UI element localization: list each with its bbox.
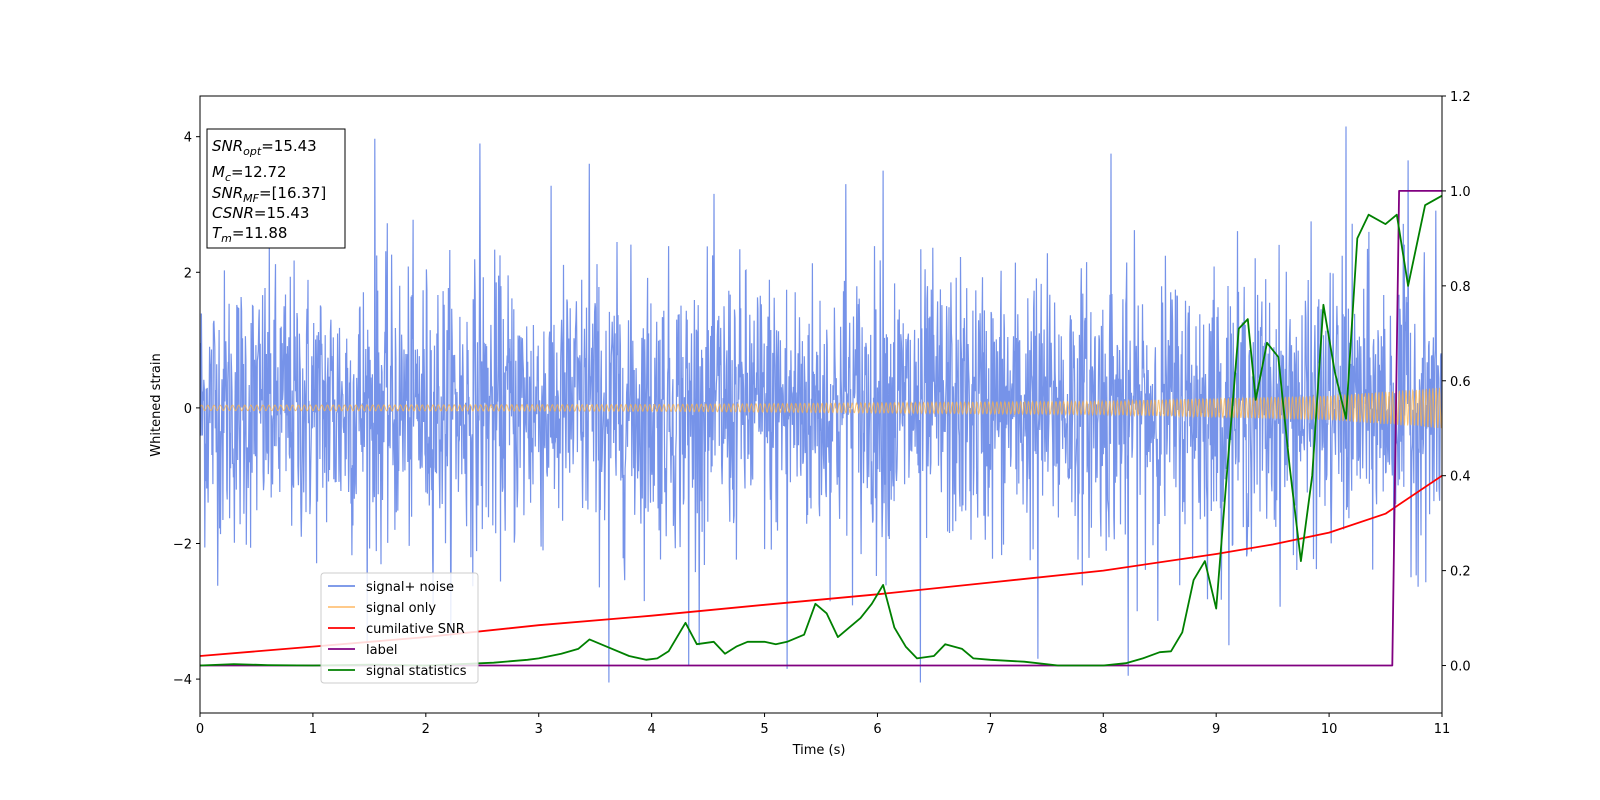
legend-label: signal+ noise — [366, 580, 454, 595]
y-right-tick-label: 0.0 — [1450, 660, 1471, 675]
y-right-tick-label: 1.2 — [1450, 90, 1471, 105]
annotation-tm: Tm=11.88 — [212, 224, 287, 245]
x-tick-label: 2 — [422, 722, 430, 737]
x-tick-label: 11 — [1434, 722, 1451, 737]
x-axis: 0 1 2 3 4 5 6 7 8 9 10 11 — [196, 713, 1450, 737]
annotation-snr-mf: SNRMF=[16.37] — [212, 184, 326, 205]
plot-frame — [199, 95, 1443, 714]
y-axis-label: Whitened strain — [149, 353, 164, 456]
x-tick-label: 10 — [1321, 722, 1338, 737]
x-tick-label: 7 — [986, 722, 994, 737]
legend-label: signal only — [366, 601, 436, 616]
legend: signal+ noise signal only cumilative SNR la… — [320, 572, 479, 684]
x-tick-label: 3 — [535, 722, 543, 737]
x-tick-label: 0 — [196, 722, 204, 737]
series-label — [200, 190, 1442, 667]
y-left-tick-label: −2 — [173, 537, 192, 552]
y-left-tick-label: 4 — [184, 131, 192, 146]
annotation-csnr: CSNR=15.43 — [212, 204, 309, 222]
series-signal-statistics — [200, 194, 1442, 667]
x-tick-label: 1 — [309, 722, 317, 737]
y-axis-left: 4 2 0 −2 −4 — [173, 131, 200, 688]
x-tick-label: 9 — [1212, 722, 1220, 737]
x-tick-label: 8 — [1099, 722, 1107, 737]
legend-label: label — [366, 643, 397, 658]
legend-label: cumilative SNR — [366, 622, 465, 637]
y-left-tick-label: 2 — [184, 266, 192, 281]
legend-frame — [320, 572, 479, 684]
stats-annotation-box: SNRopt=15.43 Mc=12.72 SNRMF=[16.37] CSNR… — [206, 128, 346, 249]
y-left-tick-label: −4 — [173, 673, 192, 688]
series-signal-noise — [200, 126, 1442, 683]
annotation-frame — [206, 128, 346, 249]
annotation-snr-opt: SNRopt=15.43 — [212, 137, 317, 158]
y-right-tick-label: 0.8 — [1450, 280, 1471, 295]
legend-label: signal statistics — [366, 664, 467, 679]
y-right-tick-label: 0.2 — [1450, 565, 1471, 580]
x-tick-label: 4 — [647, 722, 655, 737]
y-right-tick-label: 1.0 — [1450, 185, 1471, 200]
x-axis-label: Time (s) — [792, 743, 846, 758]
series-signal-only — [200, 387, 1442, 429]
y-axis-right: 1.2 1.0 0.8 0.6 0.4 0.2 0.0 — [1442, 90, 1471, 675]
y-left-tick-label: 0 — [184, 402, 192, 417]
y-right-tick-label: 0.4 — [1450, 470, 1471, 485]
annotation-mc: Mc=12.72 — [212, 163, 287, 184]
x-tick-label: 5 — [760, 722, 768, 737]
x-tick-label: 6 — [873, 722, 881, 737]
y-right-tick-label: 0.6 — [1450, 375, 1471, 390]
